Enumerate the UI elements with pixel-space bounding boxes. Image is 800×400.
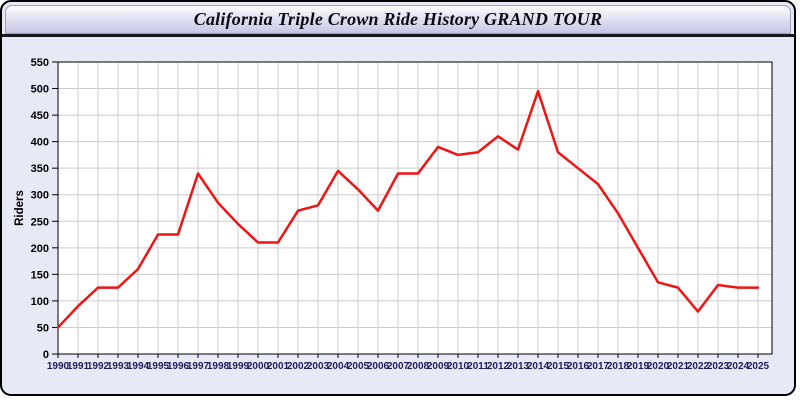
x-tick-label: 2020 <box>647 361 670 372</box>
y-tick-label: 50 <box>37 322 49 334</box>
x-tick-label: 1991 <box>67 361 90 372</box>
y-tick-label: 100 <box>31 296 49 308</box>
x-tick-label: 2005 <box>347 361 370 372</box>
x-tick-label: 2004 <box>327 361 350 372</box>
x-tick-label: 1995 <box>147 361 170 372</box>
x-tick-label: 2025 <box>747 361 770 372</box>
y-tick-label: 400 <box>31 137 49 149</box>
x-tick-label: 1999 <box>227 361 250 372</box>
window-title: California Triple Crown Ride History GRA… <box>193 9 603 29</box>
x-tick-label: 2003 <box>307 361 330 372</box>
y-tick-label: 300 <box>31 190 49 202</box>
y-tick-label: 200 <box>31 243 49 255</box>
y-tick-label: 0 <box>43 349 49 361</box>
title-bar: California Triple Crown Ride History GRA… <box>5 5 791 34</box>
x-axis: 1990199119921993199419951996199719981999… <box>47 354 770 372</box>
y-tick-label: 150 <box>31 269 49 281</box>
x-tick-label: 1994 <box>127 361 150 372</box>
x-tick-label: 1997 <box>187 361 210 372</box>
x-tick-label: 2011 <box>467 361 489 372</box>
x-tick-label: 2022 <box>687 361 710 372</box>
x-tick-label: 2009 <box>427 361 450 372</box>
x-tick-label: 2013 <box>507 361 530 372</box>
x-tick-label: 1993 <box>107 361 130 372</box>
x-tick-label: 1996 <box>167 361 190 372</box>
plot-border <box>57 61 773 355</box>
x-tick-label: 2019 <box>627 361 650 372</box>
ride-history-chart: 0501001502002503003504004505005501990199… <box>14 57 773 372</box>
x-tick-label: 2008 <box>407 361 430 372</box>
y-tick-label: 450 <box>31 110 49 122</box>
data-line <box>56 89 760 329</box>
y-axis: 0 50 100 150 200 250 300 350 400 450 500 550 <box>31 57 58 361</box>
x-tick-label: 1992 <box>87 361 110 372</box>
y-tick-label: 250 <box>31 216 49 228</box>
x-tick-label: 2012 <box>487 361 510 372</box>
x-tick-label: 2002 <box>287 361 310 372</box>
x-tick-label: 1990 <box>47 361 70 372</box>
grid <box>58 62 772 354</box>
y-tick-label: 350 <box>31 163 49 175</box>
x-tick-label: 1998 <box>207 361 230 372</box>
x-tick-label: 2023 <box>707 361 730 372</box>
y-tick-label: 550 <box>31 57 49 69</box>
y-axis-title: Riders <box>14 190 26 226</box>
x-tick-label: 2000 <box>247 361 270 372</box>
x-tick-label: 2001 <box>267 361 290 372</box>
x-tick-label: 2024 <box>727 361 750 372</box>
x-tick-label: 2007 <box>387 361 410 372</box>
x-tick-label: 2016 <box>567 361 590 372</box>
x-tick-label: 2017 <box>587 361 610 372</box>
x-tick-label: 2014 <box>527 361 550 372</box>
plot-area <box>58 62 772 354</box>
x-tick-label: 2021 <box>667 361 690 372</box>
title-separator <box>2 34 794 37</box>
x-tick-label: 2015 <box>547 361 570 372</box>
x-tick-label: 2010 <box>447 361 470 372</box>
y-tick-label: 500 <box>31 84 49 96</box>
x-tick-label: 2006 <box>367 361 390 372</box>
x-tick-label: 2018 <box>607 361 630 372</box>
